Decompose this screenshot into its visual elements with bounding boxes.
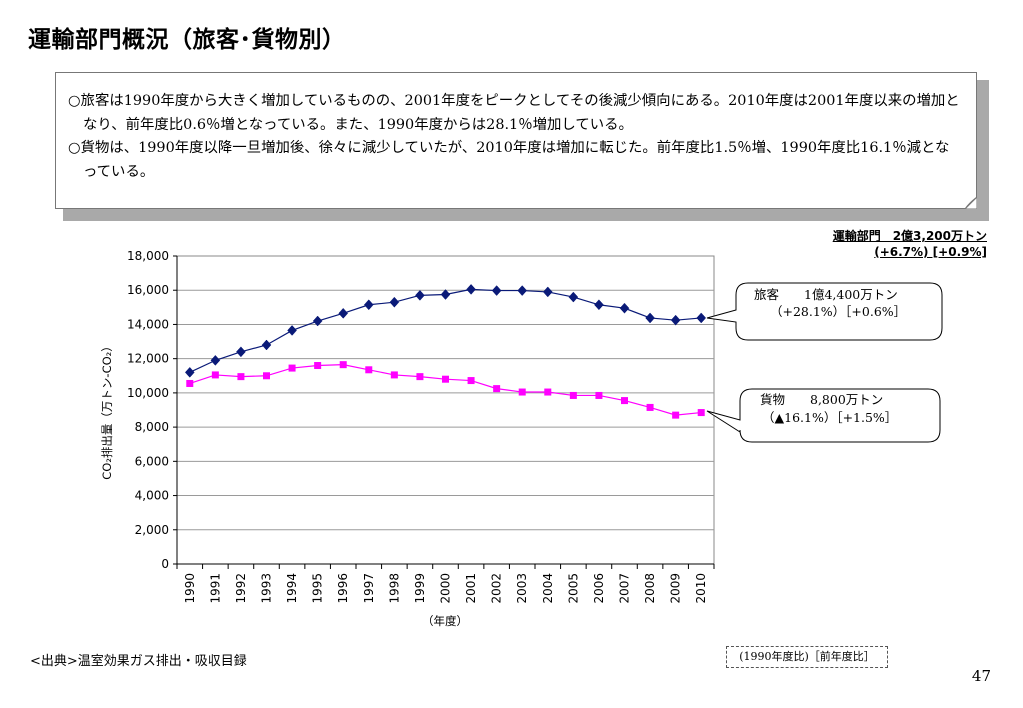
passenger-callout-change: （+28.1%）［+0.6%］ (770, 304, 906, 319)
data-point-passenger (363, 299, 374, 311)
data-point-passenger (670, 314, 681, 326)
x-tick-label: 2008 (643, 573, 657, 604)
comparison-legend-note: (1990年度比)［前年度比］ (726, 646, 888, 668)
data-point-passenger (568, 291, 579, 303)
x-axis-ticks: 1990 1991 1992 1993 1994 1995 1996 1997 1998 1999… (176, 563, 715, 604)
summary-passenger: ○旅客は1990年度から大きく増加しているものの、2001年度をピークとしてその… (68, 93, 960, 133)
summary-box: ○旅客は1990年度から大きく増加しているものの、2001年度をピークとしてその… (55, 72, 977, 209)
x-tick-label: 2010 (694, 573, 708, 604)
x-tick-label: 2009 (669, 573, 683, 604)
data-point-freight (442, 375, 449, 383)
freight-callout-value: 貨物 8,800万トン (760, 392, 883, 407)
freight-callout (706, 388, 941, 443)
data-point-passenger (517, 285, 528, 296)
data-point-freight (416, 373, 424, 381)
x-tick-label: 1999 (413, 573, 427, 604)
page-title: 運輸部門概況（旅客･貨物別） (28, 27, 346, 53)
summary-freight: ○貨物は、1990年度以降一旦増加後、徐々に減少していたが、2010年度は増加に… (68, 140, 950, 180)
x-tick-label: 1998 (387, 573, 401, 604)
data-point-freight (237, 373, 245, 381)
x-tick-label: 2004 (541, 573, 555, 604)
data-point-passenger (415, 289, 425, 301)
plot-area (176, 255, 715, 565)
page-number: 47 (971, 667, 991, 685)
y-tick-label: 16,000 (127, 283, 169, 297)
data-point-passenger (287, 325, 297, 336)
data-point-passenger (236, 346, 246, 358)
x-tick-label: 2007 (618, 573, 632, 604)
data-point-freight (186, 379, 194, 387)
x-tick-label: 1993 (260, 573, 274, 604)
series-markers (184, 283, 707, 419)
y-axis-title: CO₂排出量（万トン-CO₂） (100, 340, 114, 480)
data-point-passenger (542, 286, 553, 298)
freight-callout-change: （▲16.1%）［+1.5%］ (762, 410, 897, 425)
data-point-freight (365, 366, 373, 374)
data-point-passenger (312, 315, 323, 327)
x-tick-label: 2001 (464, 573, 478, 604)
x-tick-label: 2002 (490, 573, 504, 604)
data-point-freight (493, 385, 501, 393)
sector-total-change: (+6.7%) [+0.9%] (874, 245, 987, 259)
data-point-freight (569, 391, 577, 399)
data-point-passenger (466, 283, 476, 295)
x-tick-label: 1992 (234, 573, 248, 604)
x-tick-label: 2000 (439, 573, 453, 604)
source-note: <出典>温室効果ガス排出・吸収目録 (30, 654, 247, 669)
x-tick-label: 1997 (362, 573, 376, 604)
passenger-callout-value: 旅客 1億4,400万トン (754, 287, 898, 302)
y-tick-label: 14,000 (127, 317, 169, 331)
sector-total-value: 運輸部門 2億3,200万トン (832, 229, 987, 243)
data-point-passenger (491, 285, 502, 296)
data-point-passenger (440, 289, 451, 300)
data-point-passenger (389, 296, 400, 308)
data-point-freight (314, 362, 322, 370)
x-tick-label: 2005 (566, 573, 580, 604)
data-point-freight (467, 377, 475, 385)
x-tick-label: 1990 (183, 573, 197, 604)
y-tick-label: 8,000 (135, 420, 169, 434)
data-point-passenger (210, 355, 221, 366)
x-tick-label: 2003 (515, 573, 529, 604)
data-point-freight (263, 372, 270, 380)
data-point-freight (390, 371, 398, 379)
data-point-passenger (338, 307, 349, 319)
sector-total: 運輸部門 2億3,200万トン (+6.7%) [+0.9%] (833, 228, 987, 260)
y-tick-label: 10,000 (127, 386, 169, 400)
x-tick-label: 1995 (311, 573, 325, 604)
data-point-freight (672, 411, 680, 419)
data-point-passenger (696, 312, 707, 324)
passenger-callout (706, 282, 943, 341)
y-axis-ticks: 0 2,000 4,000 6,000 8,000 10,000 12,000 14,000 1… (127, 249, 178, 571)
data-point-freight (339, 361, 347, 369)
x-tick-label: 1991 (208, 573, 222, 604)
x-axis-title: （年度） (422, 614, 468, 628)
y-tick-label: 12,000 (127, 352, 169, 366)
data-point-freight (697, 409, 705, 417)
data-point-freight (518, 388, 526, 396)
y-tick-label: 18,000 (127, 249, 169, 263)
y-tick-label: 2,000 (135, 523, 169, 537)
data-point-passenger (261, 339, 272, 351)
y-tick-label: 4,000 (135, 489, 169, 503)
page-fold-icon (965, 197, 977, 209)
data-point-passenger (594, 299, 604, 311)
data-point-freight (544, 388, 552, 396)
y-tick-label: 6,000 (135, 454, 169, 468)
y-tick-label: 0 (161, 557, 169, 571)
data-point-passenger (645, 312, 655, 324)
x-tick-label: 2006 (592, 573, 606, 604)
data-point-freight (288, 364, 296, 372)
data-point-freight (621, 397, 628, 405)
data-point-freight (646, 403, 654, 411)
data-point-passenger (184, 366, 195, 378)
x-tick-label: 1996 (336, 573, 350, 604)
data-point-passenger (619, 302, 630, 314)
data-point-freight (595, 391, 603, 399)
x-tick-label: 1994 (285, 573, 299, 604)
data-point-freight (211, 371, 219, 379)
